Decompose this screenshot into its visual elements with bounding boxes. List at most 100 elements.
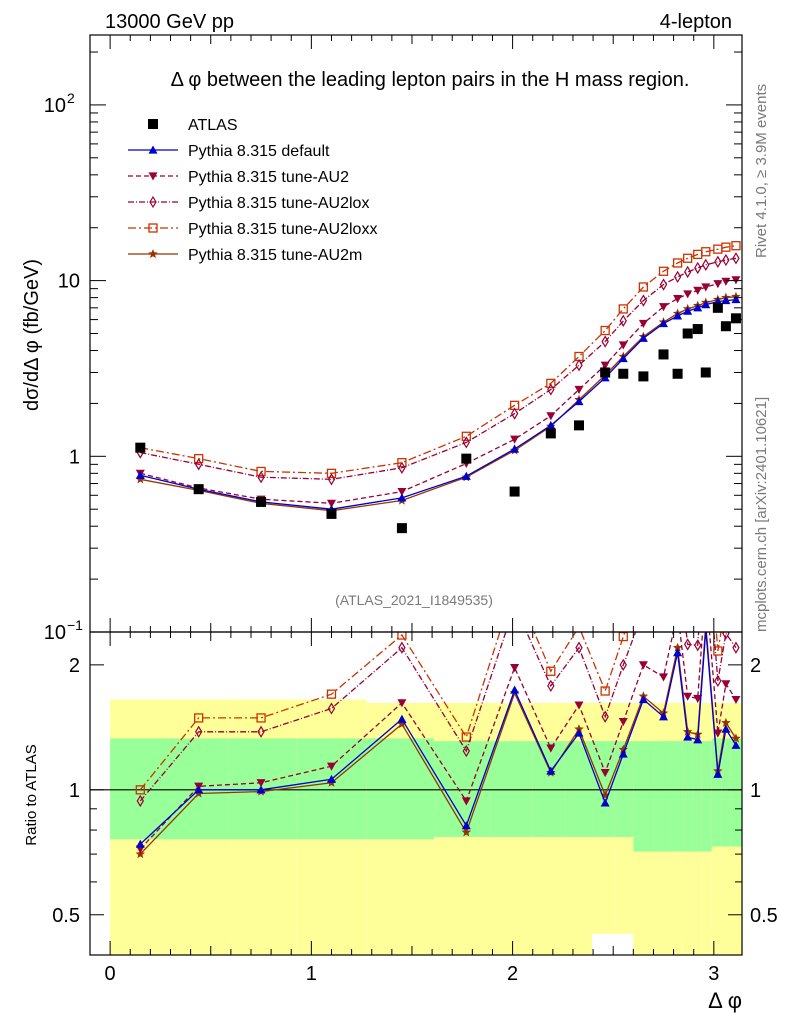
y-tick-label: 1 [69, 446, 80, 468]
point-au2loxx [721, 242, 731, 252]
point-au2lox [714, 255, 722, 268]
y-tick-exponent: −1 [67, 617, 83, 633]
point-au2 [701, 283, 711, 292]
point-au2loxx [600, 325, 610, 336]
point-au2lox [257, 471, 265, 484]
point-atlas [638, 371, 649, 382]
point-atlas [193, 484, 204, 495]
point-au2lox [702, 258, 710, 271]
point-au2loxx [638, 282, 649, 292]
ratio-point-default [673, 648, 683, 657]
legend-label-default: Pythia 8.315 default [188, 143, 330, 160]
y-tick-label: 10 [44, 95, 66, 117]
legend-marker-atlas [148, 119, 158, 129]
ratio-point-au2 [397, 699, 407, 708]
point-default [683, 306, 693, 315]
ratio-point-default [461, 821, 471, 830]
point-default [659, 319, 669, 328]
band-inner [633, 741, 654, 852]
legend-marker-au2 [148, 172, 158, 181]
point-au2 [546, 412, 556, 421]
point-au2lox [510, 407, 519, 420]
ratio-point-au2 [721, 680, 731, 689]
band-inner [730, 738, 743, 847]
ratio-point-au2loxx [713, 646, 723, 656]
point-au2 [638, 319, 648, 329]
point-atlas [574, 420, 584, 431]
ratio-point-au2lox [619, 658, 627, 672]
point-au2 [713, 280, 723, 289]
line-default [140, 298, 737, 510]
point-au2 [693, 286, 703, 295]
point-au2 [673, 294, 683, 304]
ratio-point-default [256, 785, 266, 794]
point-atlas [672, 368, 683, 379]
ratio-point-default [194, 785, 204, 794]
point-au2 [721, 277, 731, 286]
point-au2loxx [256, 466, 266, 477]
ratio-point-au2 [713, 729, 723, 738]
y-tick-label: 10 [44, 622, 66, 644]
point-au2 [683, 290, 693, 299]
ratio-point-default [721, 724, 731, 733]
band-inner [682, 741, 693, 852]
ratio-point-au2 [618, 717, 628, 727]
point-au2loxx [546, 378, 556, 389]
point-au2loxx [683, 253, 693, 263]
point-au2lox [732, 252, 740, 265]
point-default [638, 333, 648, 342]
legend-marker-au2loxx [148, 223, 158, 233]
ratio-point-default [326, 774, 336, 783]
x-tick-label: 1 [306, 963, 317, 985]
ratio-point-default [693, 735, 703, 744]
ratio-point-au2 [731, 695, 741, 705]
header-right: 4-lepton [660, 11, 732, 33]
ratio-point-au2lox [732, 641, 740, 654]
point-atlas [461, 453, 472, 464]
point-au2lox [683, 265, 692, 279]
point-atlas [730, 313, 741, 324]
point-au2loxx [194, 453, 204, 464]
point-au2lox [547, 383, 555, 396]
point-default [721, 296, 731, 305]
point-au2loxx [397, 458, 407, 468]
point-au2lox [575, 359, 583, 372]
point-au2lox [659, 278, 668, 291]
point-au2loxx [701, 247, 711, 257]
band-inner [721, 738, 731, 847]
ratio-point-au2 [574, 701, 584, 710]
ratio-frame [89, 631, 743, 956]
side-text-bottom: mcplots.cern.ch [arXiv:2401.10621] [753, 397, 770, 632]
ratio-tick-label-right: 1 [750, 780, 761, 802]
point-au2 [510, 435, 520, 444]
point-atlas [658, 349, 669, 360]
ratio-line-au2lox [139, 632, 737, 802]
ratio-point-au2lox [136, 794, 145, 808]
ratio-tick-label-right: 2 [750, 655, 761, 677]
ratio-point-au2lox [714, 674, 722, 688]
point-atlas [326, 508, 337, 519]
legend-label-au2loxx: Pythia 8.315 tune-AU2loxx [188, 221, 377, 238]
x-axis-label: Δ φ [708, 988, 742, 1013]
ratio-tick-label-left: 2 [69, 655, 80, 677]
point-default [731, 295, 741, 304]
ratio-point-au2 [256, 779, 266, 788]
point-default [135, 470, 145, 479]
legend-label-atlas: ATLAS [188, 117, 238, 134]
main-series [135, 241, 741, 534]
point-au2 [574, 385, 584, 395]
point-atlas [135, 442, 146, 453]
ratio-tick-label-right: 0.5 [750, 905, 778, 927]
point-atlas [600, 367, 611, 378]
ratio-point-au2 [693, 694, 703, 703]
point-default [397, 493, 407, 502]
point-au2lox [639, 294, 648, 307]
line-au2 [140, 279, 737, 504]
ratio-point-au2lox [327, 702, 336, 715]
band-inner [701, 741, 712, 852]
chart-title: Δ φ between the leading lepton pairs in … [171, 69, 690, 91]
point-au2lox [601, 335, 609, 348]
ratio-point-au2m [672, 642, 683, 652]
point-atlas [700, 367, 711, 378]
